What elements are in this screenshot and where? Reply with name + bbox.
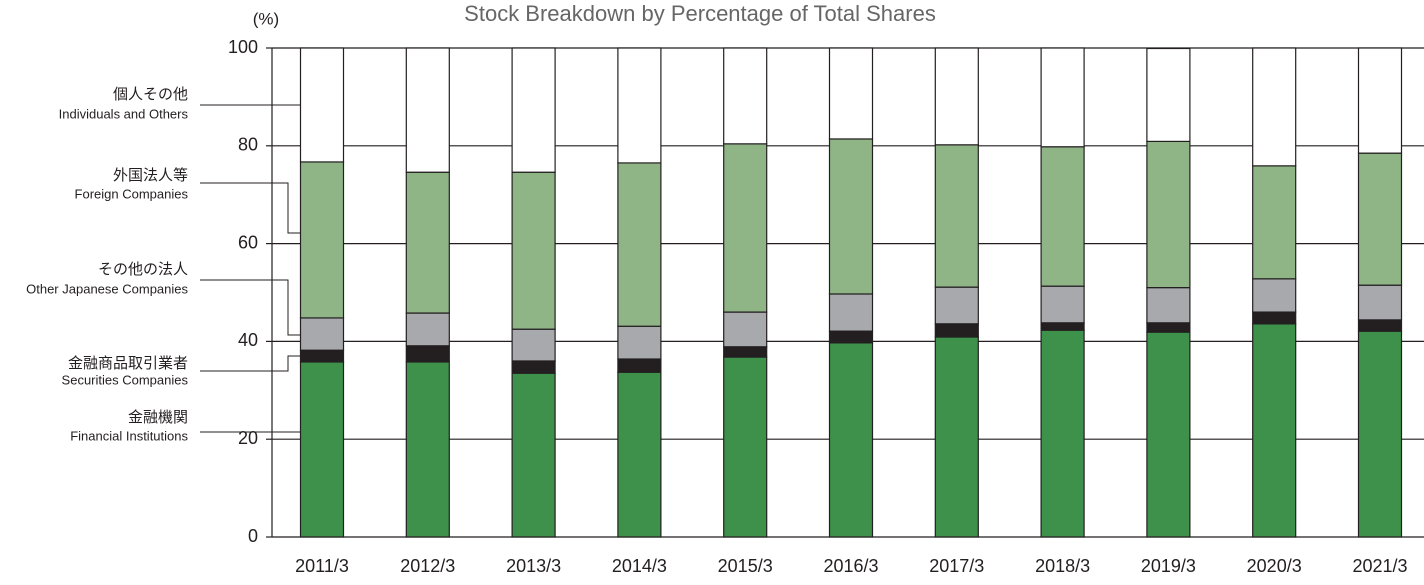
bar-segment <box>723 143 768 313</box>
bar-segment <box>1252 278 1297 313</box>
bar-segment <box>405 312 450 347</box>
bar-segment <box>617 47 662 164</box>
bar-segment <box>934 47 979 146</box>
bar-segment <box>299 349 345 363</box>
bar-segment <box>617 162 662 327</box>
bar-segment <box>934 323 979 338</box>
legend-label-en: Individuals and Others <box>59 106 189 121</box>
bar-segment <box>828 47 874 140</box>
bar-segment <box>1357 284 1403 321</box>
bar-segment <box>1252 47 1297 167</box>
bar-segment <box>511 372 556 538</box>
bar-segment <box>1146 287 1191 324</box>
bar-segment <box>828 330 874 344</box>
x-tick-label: 2018/3 <box>1035 556 1090 576</box>
legend-label-en: Securities Companies <box>62 372 189 387</box>
bar-segment <box>1252 311 1297 325</box>
bar-segment <box>723 346 768 358</box>
bar-segment <box>1357 319 1403 332</box>
bar-segment <box>723 356 768 538</box>
bar-segment <box>828 342 874 538</box>
bar-segment <box>511 328 556 362</box>
bar-segment <box>405 47 450 173</box>
y-tick-label: 20 <box>238 428 258 448</box>
bar-segment <box>1252 323 1297 538</box>
y-tick-label: 0 <box>248 526 258 546</box>
leader-line <box>200 355 301 372</box>
bar-segment <box>511 360 556 374</box>
bar-segment <box>1252 165 1297 280</box>
leader-line <box>200 279 301 336</box>
bar-segment <box>617 358 662 373</box>
x-tick-label: 2011/3 <box>295 556 349 576</box>
bar-segment <box>1040 329 1085 538</box>
x-tick-label: 2020/3 <box>1247 556 1302 576</box>
legend-label-en: Financial Institutions <box>70 428 188 443</box>
bar-segment <box>1357 330 1403 538</box>
x-tick-label: 2017/3 <box>929 556 984 576</box>
bar-segment <box>1040 146 1085 287</box>
bar-segment <box>723 47 768 145</box>
bar-segment <box>1357 47 1403 154</box>
x-tick-label: 2021/3 <box>1352 556 1407 576</box>
bar-segment <box>828 293 874 332</box>
bar-segment <box>299 161 345 319</box>
bar-segment <box>617 371 662 538</box>
bar-segment <box>1357 152 1403 286</box>
legend-label: 金融商品取引業者 <box>68 355 188 372</box>
y-unit: (%) <box>253 9 279 28</box>
x-tick-label: 2016/3 <box>823 556 878 576</box>
bar-segment <box>405 171 450 314</box>
bar-segment <box>1146 140 1191 289</box>
x-tick-label: 2014/3 <box>612 556 667 576</box>
legend-label: その他の法人 <box>98 261 188 278</box>
x-tick-label: 2015/3 <box>718 556 773 576</box>
bar-segment <box>1040 322 1085 331</box>
legend-label: 外国法人等 <box>113 166 188 184</box>
leader-line <box>200 182 301 234</box>
x-tick-label: 2013/3 <box>506 556 561 576</box>
legend-label-en: Other Japanese Companies <box>26 281 188 296</box>
y-tick-label: 40 <box>238 330 258 350</box>
bar-segment <box>828 138 874 295</box>
bar-segment <box>1040 47 1085 148</box>
bar-segment <box>511 171 556 330</box>
y-tick-label: 100 <box>228 37 258 57</box>
bar-segment <box>723 311 768 348</box>
y-tick-label: 80 <box>238 135 258 155</box>
x-tick-label: 2019/3 <box>1141 556 1196 576</box>
bar-segment <box>299 317 345 351</box>
y-tick-label: 60 <box>238 232 258 252</box>
bar-segment <box>934 286 979 325</box>
bar-segment <box>1146 322 1191 333</box>
legend-label: 金融機関 <box>128 409 188 426</box>
bar-segment <box>1146 47 1191 142</box>
bar-segment <box>405 345 450 363</box>
bar-segment <box>934 336 979 538</box>
bar-segment <box>299 361 345 538</box>
bar-segment <box>617 325 662 360</box>
legend-label-en: Foreign Companies <box>75 186 189 201</box>
bar-segment <box>1146 331 1191 538</box>
bar-segment <box>511 47 556 173</box>
x-tick-label: 2012/3 <box>400 556 455 576</box>
bar-segment <box>405 361 450 538</box>
bar-segment <box>934 144 979 288</box>
bar-segment <box>1040 285 1085 324</box>
legend-label: 個人その他 <box>113 86 188 103</box>
bar-segment <box>299 47 345 163</box>
chart-title: Stock Breakdown by Percentage of Total S… <box>464 1 936 26</box>
